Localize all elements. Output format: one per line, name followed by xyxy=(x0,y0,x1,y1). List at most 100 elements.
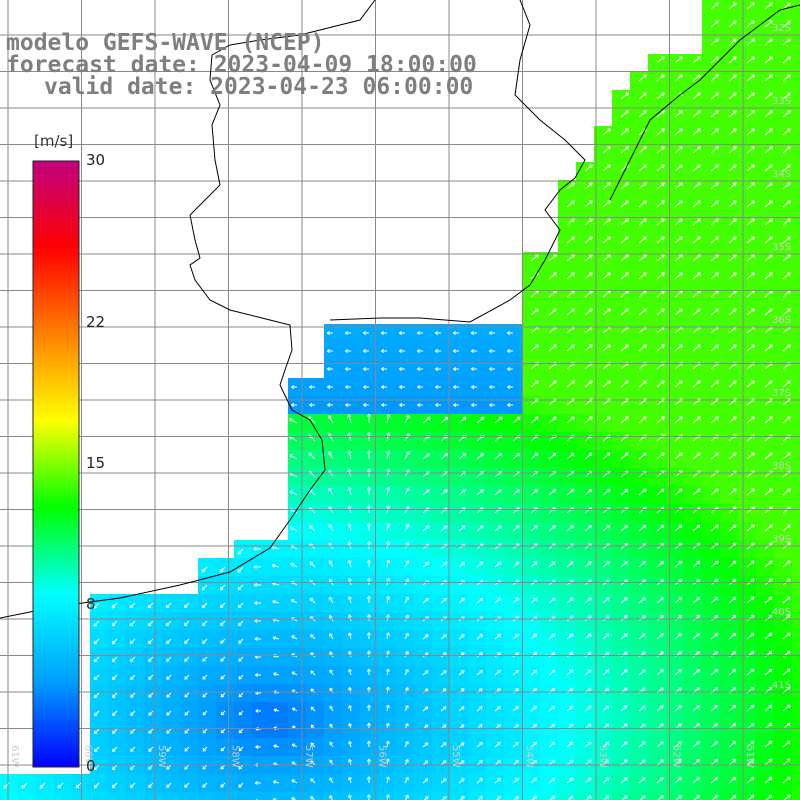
field-cell xyxy=(378,612,397,631)
wind-arrow xyxy=(148,782,154,788)
wind-arrow xyxy=(344,331,351,335)
wind-arrow xyxy=(584,561,592,568)
field-cell xyxy=(324,666,343,685)
wind-arrow xyxy=(620,110,629,118)
field-cell xyxy=(414,378,433,397)
field-cell xyxy=(342,396,361,415)
wind-arrow xyxy=(422,634,429,640)
field-cell xyxy=(306,378,325,397)
wind-arrow xyxy=(656,128,665,136)
field-cell xyxy=(360,594,379,613)
wind-arrow xyxy=(548,633,556,640)
field-cell xyxy=(144,612,163,631)
wind-arrow xyxy=(254,600,262,605)
wind-arrow xyxy=(656,74,665,82)
wind-arrow xyxy=(692,741,700,748)
wind-arrow xyxy=(494,651,501,658)
wind-arrow xyxy=(385,740,390,748)
wind-arrow xyxy=(584,182,593,190)
field-cell xyxy=(252,576,271,595)
wind-arrow xyxy=(764,110,773,118)
wind-arrow xyxy=(458,760,465,766)
wind-arrow xyxy=(254,780,262,785)
wind-arrow xyxy=(530,561,538,568)
field-cell xyxy=(198,666,217,685)
wind-arrow xyxy=(548,344,557,352)
wind-arrow xyxy=(347,450,352,460)
field-cell xyxy=(360,558,379,577)
wind-arrow xyxy=(57,782,64,789)
field-cell xyxy=(792,18,800,37)
wind-arrow xyxy=(548,488,557,496)
field-cell xyxy=(522,792,541,800)
wind-arrow xyxy=(512,741,519,748)
wind-arrow xyxy=(746,200,755,208)
wind-arrow xyxy=(692,705,700,712)
wind-arrow xyxy=(93,710,100,717)
field-cell xyxy=(162,738,181,757)
field-cell xyxy=(396,504,415,523)
wind-arrow xyxy=(506,367,513,371)
wind-arrow xyxy=(489,403,495,407)
field-cell xyxy=(36,774,55,793)
field-cell xyxy=(198,612,217,631)
wind-arrow xyxy=(147,620,154,627)
wind-arrow xyxy=(710,164,719,172)
wind-arrow xyxy=(488,367,495,371)
wind-arrow xyxy=(476,706,483,712)
field-cell xyxy=(342,702,361,721)
wind-arrow xyxy=(674,146,683,154)
wind-arrow xyxy=(458,634,465,640)
wind-arrow xyxy=(566,741,574,748)
field-cell xyxy=(288,666,307,685)
field-cell xyxy=(18,774,37,793)
wind-arrow xyxy=(489,385,495,389)
wind-arrow xyxy=(566,525,574,532)
wind-arrow xyxy=(746,272,755,280)
field-cell xyxy=(288,396,307,415)
wind-arrow xyxy=(602,308,611,316)
wind-arrow xyxy=(129,656,136,663)
wind-arrow xyxy=(566,236,575,244)
wind-arrow xyxy=(710,380,719,388)
latitude-label: 39S xyxy=(772,534,791,545)
wind-arrow xyxy=(291,671,298,676)
field-cell xyxy=(234,792,253,800)
field-cell xyxy=(486,342,505,361)
wind-arrow xyxy=(746,164,755,172)
field-cell xyxy=(90,684,109,703)
wind-arrow xyxy=(764,704,773,712)
field-cell xyxy=(792,450,800,469)
field-cell xyxy=(342,324,361,343)
field-cell xyxy=(378,486,397,505)
field-cell xyxy=(108,792,127,800)
field-cell xyxy=(342,486,361,505)
wind-arrow xyxy=(764,74,773,82)
field-cell xyxy=(270,774,289,793)
field-cell xyxy=(288,522,307,541)
wind-arrow xyxy=(326,367,333,371)
wind-arrow xyxy=(675,795,682,800)
wind-arrow xyxy=(584,164,593,172)
latitude-label: 38S xyxy=(772,461,791,472)
wind-arrow xyxy=(710,218,719,226)
wind-arrow xyxy=(476,561,484,568)
wind-arrow xyxy=(746,650,755,658)
field-cell xyxy=(396,630,415,649)
wind-arrow xyxy=(567,795,574,800)
field-cell xyxy=(216,576,235,595)
wind-arrow xyxy=(620,741,628,748)
wind-arrow xyxy=(434,367,441,371)
field-cell xyxy=(306,504,325,523)
wind-arrow xyxy=(728,2,737,10)
wind-arrow xyxy=(237,620,244,627)
wind-arrow xyxy=(728,218,737,226)
wind-arrow xyxy=(746,128,755,136)
colorbar-tick-label: 8 xyxy=(86,595,96,614)
wind-arrow xyxy=(166,728,172,734)
field-cell xyxy=(288,432,307,451)
wind-arrow xyxy=(782,182,791,190)
field-cell xyxy=(792,468,800,487)
wind-arrow xyxy=(548,759,556,766)
